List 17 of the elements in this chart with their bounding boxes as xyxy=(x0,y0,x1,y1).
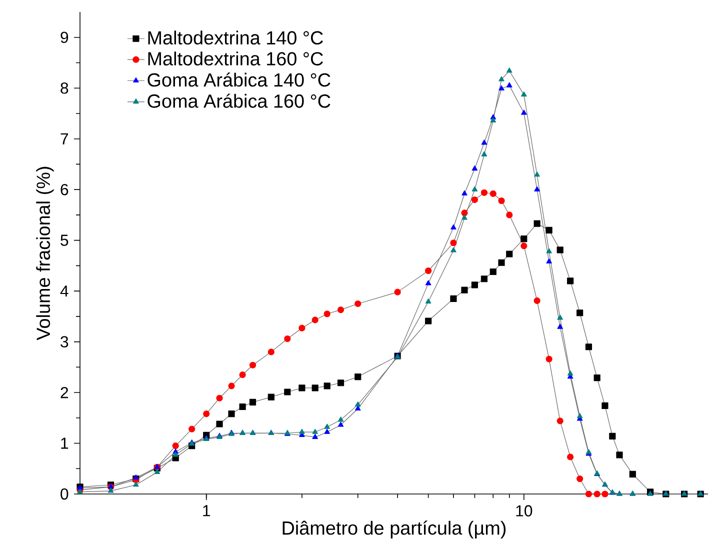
y-tick-label: 1 xyxy=(61,438,68,449)
legend-label: Goma Arábica 160 °C xyxy=(148,94,330,108)
y-tick-label: 4 xyxy=(60,286,68,297)
legend-label: Maltodextrina 140 °C xyxy=(148,30,323,45)
y-tick-label: 5 xyxy=(60,234,68,246)
y-tick-label: 7 xyxy=(60,133,68,144)
x-tick-label: 10 xyxy=(516,505,532,516)
y-tick-label: 8 xyxy=(60,82,68,94)
legend-label: Goma Arábica 140 °C xyxy=(148,72,330,87)
y-tick-label: 3 xyxy=(60,336,68,348)
y-axis-title: Volume fracional (%) xyxy=(36,166,54,340)
y-tick-label: 9 xyxy=(60,32,68,44)
legend-label: Maltodextrina 160 °C xyxy=(148,52,323,66)
x-axis-title: Diâmetro de partícula (µm) xyxy=(282,520,506,538)
y-tick-label: 0 xyxy=(60,488,68,500)
y-tick-label: 2 xyxy=(60,386,68,398)
y-tick-label: 6 xyxy=(60,184,68,196)
